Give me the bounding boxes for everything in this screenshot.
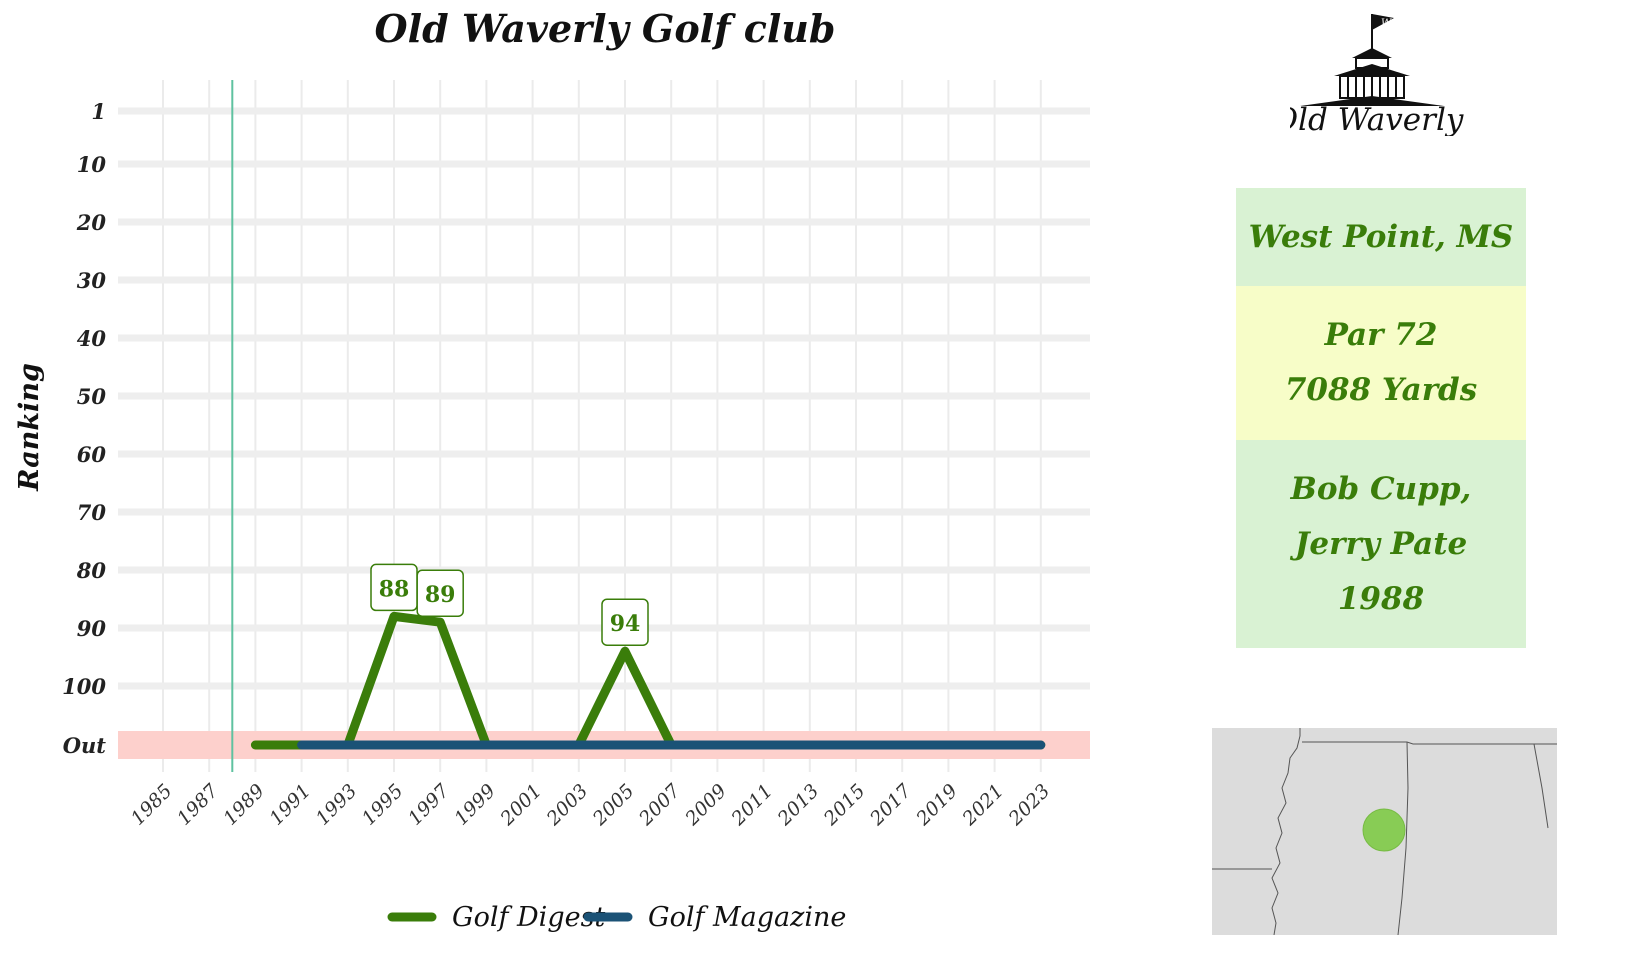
x-tick-label: 1991 — [265, 780, 315, 830]
location-box: West Point, MS — [1236, 188, 1526, 286]
x-tick-label: 2013 — [773, 780, 823, 830]
y-tick-label: 50 — [77, 384, 107, 409]
x-tick-label: 2011 — [727, 780, 777, 830]
yards-text: 7088 Yards — [1284, 372, 1478, 408]
architect-line-2: Jerry Pate — [1294, 525, 1468, 562]
x-tick-label: 1995 — [358, 780, 408, 830]
rank-callout-label: 88 — [379, 576, 410, 602]
x-tick-label: 2017 — [865, 779, 916, 830]
x-tick-label: 2023 — [1004, 780, 1054, 830]
y-tick-label: 20 — [76, 210, 107, 235]
x-tick-label: 2007 — [634, 779, 685, 830]
x-tick-label: 2021 — [958, 780, 1008, 830]
legend: Golf Digest Golf Magazine — [387, 902, 846, 933]
y-tick-label: 100 — [62, 674, 106, 699]
y-tick-label: 80 — [76, 558, 107, 583]
logo-flag-letter: W — [1381, 18, 1392, 29]
y-tick-label: Out — [63, 733, 107, 758]
architect-line-1: Bob Cupp, — [1290, 470, 1472, 507]
legend-label: Golf Magazine — [648, 902, 846, 933]
club-logo: W Old Waverly — [1273, 6, 1470, 138]
x-tick-label: 1997 — [404, 779, 454, 829]
rank-callout: 94 — [601, 598, 649, 646]
annotation-layer: 88 89 94 — [370, 563, 649, 646]
rank-callout: 89 — [416, 569, 464, 617]
y-tick-label: 30 — [77, 268, 107, 293]
x-tick-label: 2009 — [680, 780, 730, 830]
out-band-layer — [118, 80, 1090, 772]
rank-callout-box — [416, 569, 464, 617]
rank-callout: 88 — [370, 563, 418, 612]
rank-callout-box — [601, 598, 649, 646]
y-tick-label: 40 — [77, 326, 107, 351]
y-tick-label: 70 — [77, 500, 107, 525]
chart-title: Old Waverly Golf club — [375, 6, 836, 51]
x-tick-label: 1999 — [450, 780, 500, 830]
x-tick-label: 2019 — [911, 780, 961, 830]
par-text: Par 72 — [1324, 317, 1438, 353]
y-tick-label: 1 — [91, 99, 106, 124]
x-tick-label: 1993 — [312, 780, 362, 830]
x-tick-label: 1987 — [173, 779, 223, 829]
y-tick-label: 60 — [77, 442, 107, 467]
state-border-lines — [1212, 728, 1557, 935]
year-built-text: 1988 — [1337, 580, 1425, 617]
rank-callout-label: 89 — [425, 582, 456, 608]
clubhouse-icon: W — [1300, 14, 1444, 106]
series-layer — [250, 611, 1046, 750]
x-tick-label: 2015 — [819, 780, 869, 830]
tick-layer: 1102030405060708090100Out198519871989199… — [62, 99, 1054, 830]
y-axis-label: Ranking — [14, 363, 45, 492]
course-location-marker — [1362, 808, 1406, 852]
course-specs-box: Par 72 7088 Yards — [1236, 286, 1526, 440]
location-text: West Point, MS — [1248, 218, 1514, 255]
x-tick-label: 2003 — [542, 780, 592, 830]
rank-callout-label: 94 — [610, 611, 641, 637]
y-tick-label: 10 — [77, 152, 107, 177]
x-tick-label: 1989 — [219, 780, 269, 830]
location-map — [1212, 728, 1557, 935]
x-tick-label: 1985 — [127, 780, 177, 830]
architect-box: Bob Cupp, Jerry Pate 1988 — [1236, 440, 1526, 648]
x-tick-label: 2005 — [588, 780, 638, 830]
y-tick-label: 90 — [77, 616, 107, 641]
legend-label: Golf Digest — [452, 902, 605, 933]
logo-text: Old Waverly — [1290, 102, 1464, 136]
x-tick-label: 2001 — [496, 780, 546, 830]
grid — [118, 80, 1090, 772]
